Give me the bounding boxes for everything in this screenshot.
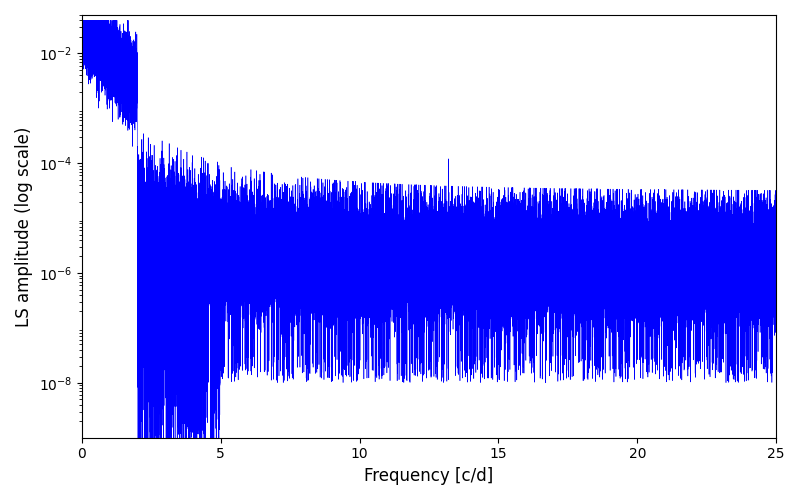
Y-axis label: LS amplitude (log scale): LS amplitude (log scale) xyxy=(15,126,33,326)
X-axis label: Frequency [c/d]: Frequency [c/d] xyxy=(364,467,494,485)
